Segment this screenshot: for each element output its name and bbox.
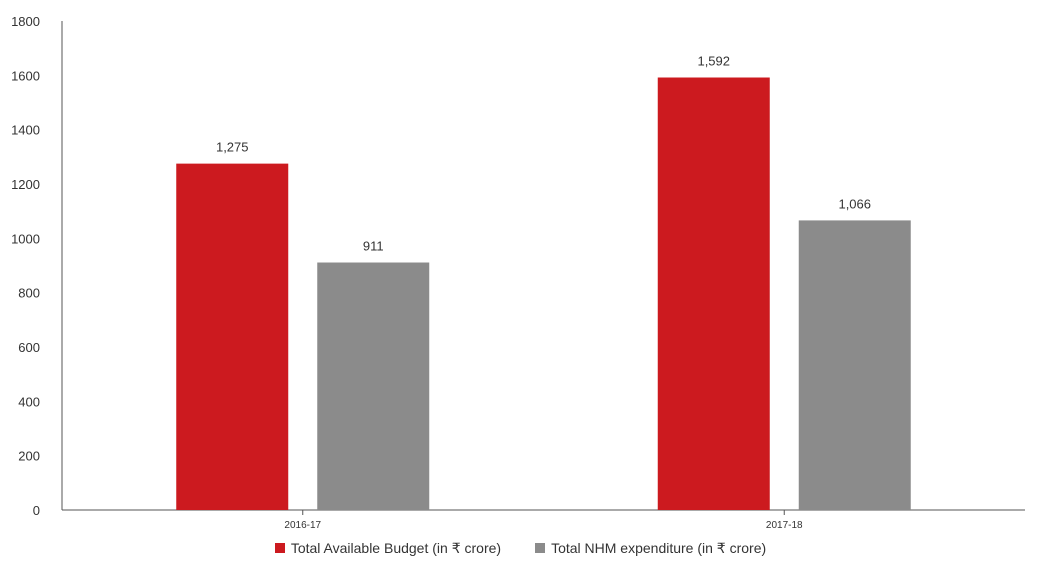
legend: Total Available Budget (in ₹ crore) Tota… xyxy=(0,536,1041,560)
y-tick-label: 1600 xyxy=(11,68,40,83)
legend-swatch-expenditure xyxy=(535,543,546,553)
y-tick-label: 0 xyxy=(33,503,40,518)
data-label-budget: 1,275 xyxy=(216,140,249,155)
legend-label-expenditure: Total NHM expenditure (in ₹ crore) xyxy=(551,539,767,556)
legend-item-expenditure: Total NHM expenditure (in ₹ crore) xyxy=(535,540,766,557)
bars: 1,275 911 1,592 1,066 xyxy=(176,54,911,511)
bar-budget xyxy=(657,77,770,511)
legend-item-budget: Total Available Budget (in ₹ crore) xyxy=(274,539,502,557)
y-tick-label: 800 xyxy=(18,286,40,301)
y-tick-label: 400 xyxy=(18,394,40,409)
y-tick-label: 1800 xyxy=(11,14,40,29)
data-label-expenditure: 1,066 xyxy=(838,196,871,211)
x-category-label: 2016-17 xyxy=(284,520,321,531)
y-tick-label: 1400 xyxy=(11,123,40,138)
x-axis: 2016-17 2017-18 xyxy=(62,509,1025,531)
y-tick-label: 600 xyxy=(18,340,40,355)
bar-expenditure xyxy=(317,262,430,510)
y-tick-label: 1200 xyxy=(11,177,40,192)
legend-label-budget: Total Available Budget (in ₹ crore) xyxy=(290,539,502,556)
data-label-budget: 1,592 xyxy=(697,54,730,69)
bar-budget xyxy=(176,163,289,510)
y-tick-label: 200 xyxy=(18,449,40,464)
data-label-expenditure: 911 xyxy=(363,239,384,254)
y-axis: 0 200 400 600 800 1000 1200 1400 1600 1800 xyxy=(11,14,63,518)
y-tick-label: 1000 xyxy=(11,231,40,246)
bar-expenditure xyxy=(798,220,911,511)
legend-swatch-budget xyxy=(274,543,285,553)
x-category-label: 2017-18 xyxy=(766,520,803,531)
